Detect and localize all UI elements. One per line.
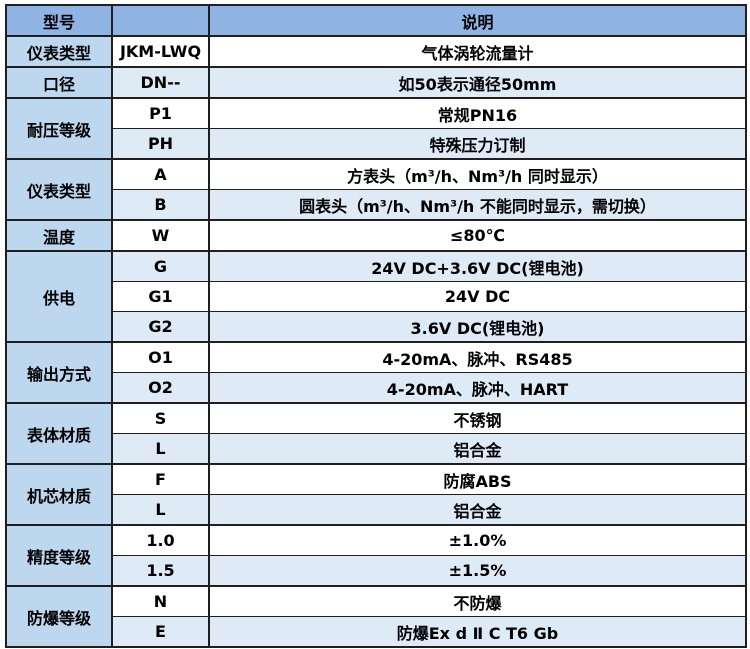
table-row: G2 3.6V DC(锂电池) — [6, 311, 747, 343]
table-row: L 铝合金 — [6, 494, 747, 526]
desc-cell: ±1.5% — [208, 555, 747, 587]
code-cell: G — [111, 250, 210, 282]
table-row: 温度 W ≤80℃ — [5, 219, 747, 252]
desc-cell: 常规PN16 — [208, 97, 747, 129]
code-cell: L — [111, 494, 210, 526]
code-cell: E — [111, 616, 210, 648]
table-row: B 圆表头（m³/h、Nm³/h 不能同时显示，需切换） — [6, 189, 747, 221]
header-model: 型号 — [5, 4, 113, 37]
desc-cell: 24V DC — [208, 281, 747, 312]
category-cell: 精度等级 — [5, 524, 113, 587]
table-row: L 铝合金 — [6, 433, 747, 465]
table-row: 仪表类型 JKM-LWQ 气体涡轮流量计 — [5, 35, 747, 68]
code-cell: JKM-LWQ — [111, 35, 210, 68]
code-cell: F — [111, 463, 210, 495]
table-row: E 防爆Ex d Ⅱ C T6 Gb — [6, 616, 747, 648]
code-cell: 1.5 — [111, 555, 210, 587]
code-cell: DN-- — [111, 66, 210, 99]
desc-cell: 24V DC+3.6V DC(锂电池) — [208, 250, 747, 282]
table-row: PH 特殊压力订制 — [6, 128, 747, 160]
table-row: 表体材质 S 不锈钢 — [5, 402, 747, 465]
table-row: 耐压等级 P1 常规PN16 — [5, 97, 747, 160]
category-cell: 仪表类型 — [5, 35, 113, 68]
category-cell: 防爆等级 — [5, 585, 113, 648]
table-row: 仪表类型 A 方表头（m³/h、Nm³/h 同时显示） — [5, 158, 747, 221]
desc-cell: 特殊压力订制 — [208, 128, 747, 160]
code-cell: O1 — [111, 341, 210, 373]
desc-cell: 防爆Ex d Ⅱ C T6 Gb — [208, 616, 747, 648]
code-cell: PH — [111, 128, 210, 160]
category-cell: 口径 — [5, 66, 113, 99]
desc-cell: 不防爆 — [208, 585, 747, 617]
table-row: 1.5 ±1.5% — [6, 555, 747, 587]
table-row: 防爆等级 N 不防爆 — [5, 585, 747, 648]
desc-cell: 4-20mA、脉冲、HART — [208, 372, 747, 404]
desc-cell: 4-20mA、脉冲、RS485 — [208, 341, 747, 373]
header-description: 说明 — [208, 4, 747, 37]
spec-table: 型号 说明 仪表类型 JKM-LWQ 气体涡轮流量计 口径 DN-- 如50表示… — [5, 4, 747, 648]
table-row: 输出方式 O1 4-20mA、脉冲、RS485 — [5, 341, 747, 404]
header-row: 型号 说明 — [5, 4, 747, 37]
table-row: 机芯材质 F 防腐ABS — [5, 463, 747, 526]
code-cell: G1 — [111, 281, 210, 312]
table-row: 口径 DN-- 如50表示通径50mm — [5, 66, 747, 99]
code-cell: A — [111, 158, 210, 190]
desc-cell: ±1.0% — [208, 524, 747, 556]
category-cell: 仪表类型 — [5, 158, 113, 221]
code-cell: G2 — [111, 311, 210, 343]
desc-cell: 方表头（m³/h、Nm³/h 同时显示） — [208, 158, 747, 190]
desc-cell: 铝合金 — [208, 433, 747, 465]
desc-cell: 不锈钢 — [208, 402, 747, 434]
table-row: 供电 G 24V DC+3.6V DC(锂电池) — [5, 250, 747, 343]
category-cell: 机芯材质 — [5, 463, 113, 526]
desc-cell: 圆表头（m³/h、Nm³/h 不能同时显示，需切换） — [208, 189, 747, 221]
code-cell: W — [111, 219, 210, 252]
category-cell: 供电 — [5, 250, 113, 343]
code-cell: L — [111, 433, 210, 465]
header-code — [111, 4, 210, 37]
desc-cell: ≤80℃ — [208, 219, 747, 252]
code-cell: S — [111, 402, 210, 434]
category-cell: 耐压等级 — [5, 97, 113, 160]
table-row: 精度等级 1.0 ±1.0% — [5, 524, 747, 587]
code-cell: B — [111, 189, 210, 221]
desc-cell: 防腐ABS — [208, 463, 747, 495]
category-cell: 温度 — [5, 219, 113, 252]
code-cell: O2 — [111, 372, 210, 404]
category-cell: 表体材质 — [5, 402, 113, 465]
category-cell: 输出方式 — [5, 341, 113, 404]
desc-cell: 铝合金 — [208, 494, 747, 526]
desc-cell: 气体涡轮流量计 — [208, 35, 747, 68]
code-cell: 1.0 — [111, 524, 210, 556]
desc-cell: 3.6V DC(锂电池) — [208, 311, 747, 343]
desc-cell: 如50表示通径50mm — [208, 66, 747, 99]
code-cell: N — [111, 585, 210, 617]
table-row: O2 4-20mA、脉冲、HART — [6, 372, 747, 404]
code-cell: P1 — [111, 97, 210, 129]
table-row: G1 24V DC — [6, 281, 747, 312]
